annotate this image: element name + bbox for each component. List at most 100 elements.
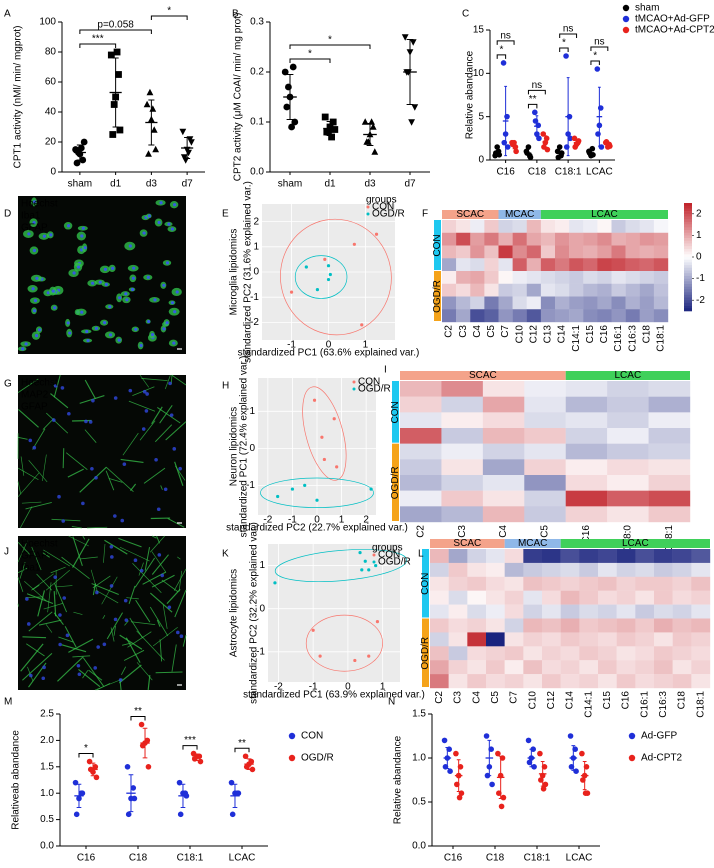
heatmap-cell	[654, 646, 673, 661]
heatmap-cell	[467, 674, 487, 689]
colorbar-slice	[684, 224, 692, 228]
process	[17, 541, 31, 556]
process	[79, 466, 107, 493]
heatmap-cell	[467, 549, 487, 564]
panel-letter: G	[4, 379, 12, 390]
heatmap-cell	[611, 296, 626, 310]
process	[143, 467, 166, 484]
process	[157, 407, 181, 424]
y-tick-label: 0.0	[40, 841, 54, 852]
heatmap-cell	[442, 220, 457, 233]
process	[79, 556, 98, 560]
heatmap-cell	[504, 549, 524, 564]
heatmap-cell	[565, 506, 608, 523]
process	[165, 421, 187, 441]
nucleus	[32, 221, 36, 225]
heatmap-cell	[470, 232, 485, 246]
nucleus	[57, 494, 61, 499]
data-point	[441, 737, 448, 744]
process	[174, 461, 184, 487]
heatmap-cell	[484, 232, 499, 246]
heatmap-cell	[691, 618, 711, 633]
heatmap-cell	[484, 258, 499, 272]
heatmap-cell	[635, 549, 655, 564]
colorbar-slice	[684, 305, 692, 309]
data-point	[531, 764, 537, 770]
y-axis-label: standardized PC2 (31.6% explained var.)	[243, 181, 254, 363]
panel-letter: F	[422, 209, 428, 220]
y-tick-label: 0.3	[250, 17, 264, 28]
process	[62, 448, 65, 469]
heatmap-cell	[607, 490, 649, 507]
panel-letter: H	[222, 381, 229, 392]
data-point	[290, 487, 295, 491]
colorbar-slice	[684, 251, 692, 255]
data-point	[311, 628, 315, 632]
process	[149, 606, 169, 637]
column-label: C18	[677, 691, 688, 710]
nucleus	[62, 596, 67, 600]
heatmap-cell	[482, 412, 525, 429]
column-label: C7	[509, 691, 520, 704]
heatmap-cell	[504, 660, 524, 675]
heatmap-cell	[512, 309, 527, 323]
heatmap-cell	[579, 562, 599, 577]
nucleus	[109, 584, 114, 588]
heatmap-cell	[691, 576, 711, 591]
data-point	[115, 71, 122, 78]
error-bar	[535, 115, 539, 138]
column-group-bar	[565, 371, 690, 380]
heatmap-cell	[482, 475, 525, 491]
column-group-label: LCAC	[615, 370, 642, 381]
panel-letter: E	[222, 209, 229, 220]
process	[123, 649, 145, 661]
channel-label: Hoechst	[21, 199, 58, 210]
colorbar-slice	[684, 213, 692, 217]
y-tick-label: -1	[246, 480, 255, 491]
heatmap-cell	[597, 232, 612, 246]
error-bar	[582, 761, 587, 791]
heatmap-cell	[653, 309, 669, 323]
column-label: C2	[415, 525, 426, 538]
heatmap-cell	[430, 590, 449, 605]
error-bar	[112, 57, 119, 128]
heatmap-cell	[597, 220, 612, 233]
heatmap-cell	[583, 271, 598, 284]
data-point	[229, 811, 236, 818]
heatmap-cell	[512, 271, 527, 284]
process	[82, 657, 104, 687]
process	[43, 549, 71, 567]
heatmap-cell	[482, 381, 525, 397]
data-point	[318, 654, 322, 658]
heatmap-cell	[430, 549, 449, 564]
heatmap-cell	[654, 604, 673, 619]
heatmap-cell	[598, 660, 617, 675]
heatmap-cell	[524, 381, 566, 397]
heatmap-cell	[540, 220, 556, 233]
x-tick-label: 0	[314, 515, 320, 526]
error-bar	[529, 748, 534, 768]
data-point	[326, 277, 331, 282]
heatmap-cell	[526, 258, 542, 272]
heatmap-cell	[579, 632, 599, 647]
legend-title: groups	[366, 195, 397, 206]
nucleus	[60, 386, 65, 390]
heatmap-cell	[616, 632, 636, 647]
heatmap-cell	[639, 220, 655, 233]
column-label: C10	[514, 325, 525, 344]
heatmap-cell	[448, 660, 468, 675]
nucleus	[81, 226, 85, 230]
heatmap-cell	[498, 220, 513, 233]
data-point	[289, 63, 297, 71]
plot-background	[268, 544, 400, 682]
heatmap-cell	[635, 646, 655, 661]
heatmap-cell	[512, 283, 527, 297]
significance-bracket	[130, 716, 146, 721]
column-group-bar	[540, 210, 668, 219]
data-point	[332, 417, 336, 421]
nucleus	[165, 321, 169, 325]
heatmap-cell	[583, 245, 598, 259]
colorbar-slice	[684, 248, 692, 252]
nucleus	[67, 411, 71, 416]
